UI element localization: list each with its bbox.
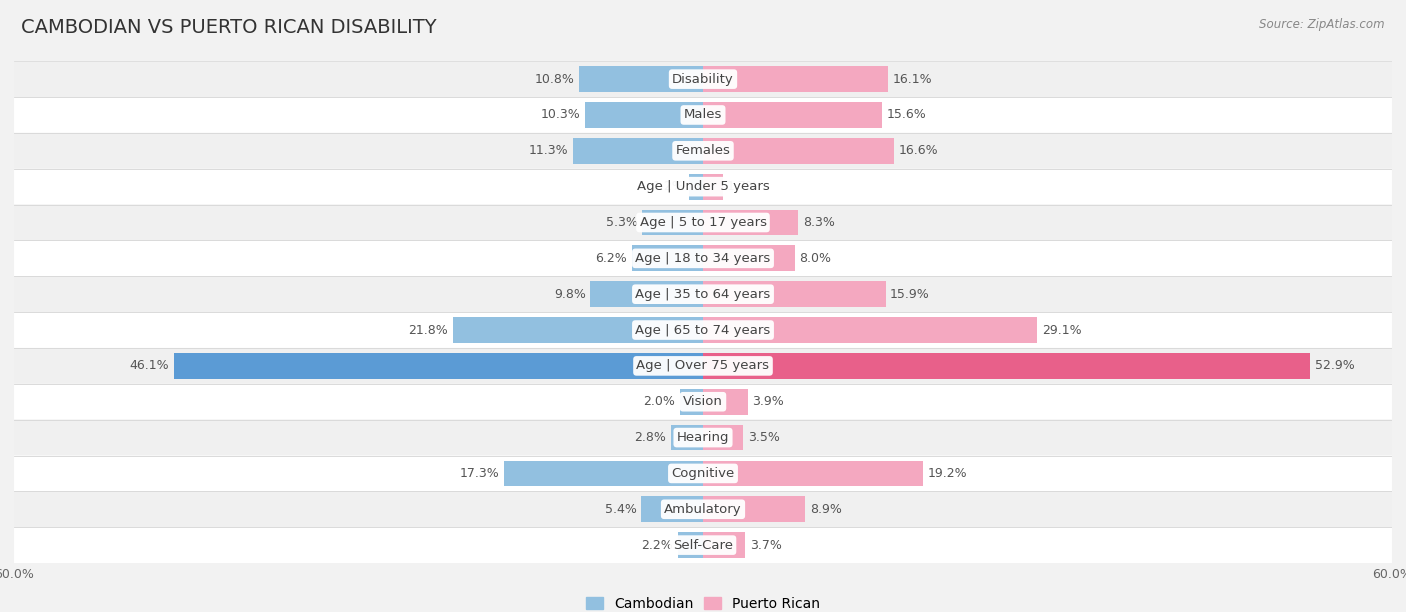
FancyBboxPatch shape: [14, 348, 1392, 384]
Bar: [453, 317, 703, 343]
Text: Age | Under 5 years: Age | Under 5 years: [637, 180, 769, 193]
Bar: [671, 425, 703, 450]
Text: Age | 65 to 74 years: Age | 65 to 74 years: [636, 324, 770, 337]
Text: 46.1%: 46.1%: [129, 359, 169, 372]
Text: 3.5%: 3.5%: [748, 431, 780, 444]
Text: 52.9%: 52.9%: [1315, 359, 1355, 372]
Text: 15.6%: 15.6%: [887, 108, 927, 121]
Text: Age | 18 to 34 years: Age | 18 to 34 years: [636, 252, 770, 265]
Text: Hearing: Hearing: [676, 431, 730, 444]
Text: 1.7%: 1.7%: [727, 180, 759, 193]
FancyBboxPatch shape: [14, 312, 1392, 348]
FancyBboxPatch shape: [14, 97, 1392, 133]
Text: 8.3%: 8.3%: [803, 216, 835, 229]
FancyBboxPatch shape: [14, 276, 1392, 312]
FancyBboxPatch shape: [14, 169, 1392, 204]
Bar: [703, 245, 794, 271]
FancyBboxPatch shape: [14, 241, 1392, 276]
Text: Age | Over 75 years: Age | Over 75 years: [637, 359, 769, 372]
Text: Age | 5 to 17 years: Age | 5 to 17 years: [640, 216, 766, 229]
Text: 2.8%: 2.8%: [634, 431, 666, 444]
Text: Cognitive: Cognitive: [672, 467, 734, 480]
Bar: [703, 425, 744, 450]
FancyBboxPatch shape: [14, 491, 1392, 527]
Text: 5.4%: 5.4%: [605, 503, 637, 516]
FancyBboxPatch shape: [14, 420, 1392, 455]
Bar: [585, 102, 703, 128]
Bar: [703, 389, 748, 415]
Text: 15.9%: 15.9%: [890, 288, 929, 300]
Text: 3.9%: 3.9%: [752, 395, 785, 408]
Bar: [505, 460, 703, 487]
Text: 3.7%: 3.7%: [749, 539, 782, 551]
FancyBboxPatch shape: [14, 204, 1392, 241]
Bar: [703, 209, 799, 236]
Bar: [678, 532, 703, 558]
Text: 2.0%: 2.0%: [644, 395, 675, 408]
Legend: Cambodian, Puerto Rican: Cambodian, Puerto Rican: [581, 591, 825, 612]
Text: Self-Care: Self-Care: [673, 539, 733, 551]
Text: Disability: Disability: [672, 73, 734, 86]
FancyBboxPatch shape: [14, 133, 1392, 169]
Text: 9.8%: 9.8%: [554, 288, 586, 300]
Text: 17.3%: 17.3%: [460, 467, 499, 480]
FancyBboxPatch shape: [14, 61, 1392, 97]
Text: 29.1%: 29.1%: [1042, 324, 1081, 337]
Text: 6.2%: 6.2%: [596, 252, 627, 265]
Bar: [174, 353, 703, 379]
Bar: [703, 282, 886, 307]
Text: 10.3%: 10.3%: [540, 108, 581, 121]
Text: Males: Males: [683, 108, 723, 121]
Text: Source: ZipAtlas.com: Source: ZipAtlas.com: [1260, 18, 1385, 31]
Text: 19.2%: 19.2%: [928, 467, 967, 480]
Bar: [703, 102, 882, 128]
Text: 8.0%: 8.0%: [800, 252, 831, 265]
Bar: [643, 209, 703, 236]
Text: CAMBODIAN VS PUERTO RICAN DISABILITY: CAMBODIAN VS PUERTO RICAN DISABILITY: [21, 18, 437, 37]
Bar: [703, 532, 745, 558]
Text: Ambulatory: Ambulatory: [664, 503, 742, 516]
Text: 16.1%: 16.1%: [893, 73, 932, 86]
Bar: [689, 174, 703, 200]
Bar: [703, 353, 1310, 379]
Text: 8.9%: 8.9%: [810, 503, 842, 516]
Bar: [591, 282, 703, 307]
Bar: [703, 460, 924, 487]
Bar: [703, 496, 806, 522]
Text: Females: Females: [675, 144, 731, 157]
Bar: [703, 66, 887, 92]
Text: Age | 35 to 64 years: Age | 35 to 64 years: [636, 288, 770, 300]
Text: 16.6%: 16.6%: [898, 144, 938, 157]
Text: 11.3%: 11.3%: [529, 144, 568, 157]
Bar: [641, 496, 703, 522]
Bar: [631, 245, 703, 271]
Bar: [579, 66, 703, 92]
Bar: [681, 389, 703, 415]
Text: 1.2%: 1.2%: [652, 180, 685, 193]
Text: 10.8%: 10.8%: [534, 73, 575, 86]
Text: 5.3%: 5.3%: [606, 216, 637, 229]
Bar: [703, 317, 1038, 343]
Text: 2.2%: 2.2%: [641, 539, 673, 551]
FancyBboxPatch shape: [14, 384, 1392, 420]
FancyBboxPatch shape: [14, 455, 1392, 491]
Bar: [703, 138, 894, 164]
FancyBboxPatch shape: [14, 527, 1392, 563]
Text: Vision: Vision: [683, 395, 723, 408]
Bar: [703, 174, 723, 200]
Text: 21.8%: 21.8%: [408, 324, 449, 337]
Bar: [574, 138, 703, 164]
